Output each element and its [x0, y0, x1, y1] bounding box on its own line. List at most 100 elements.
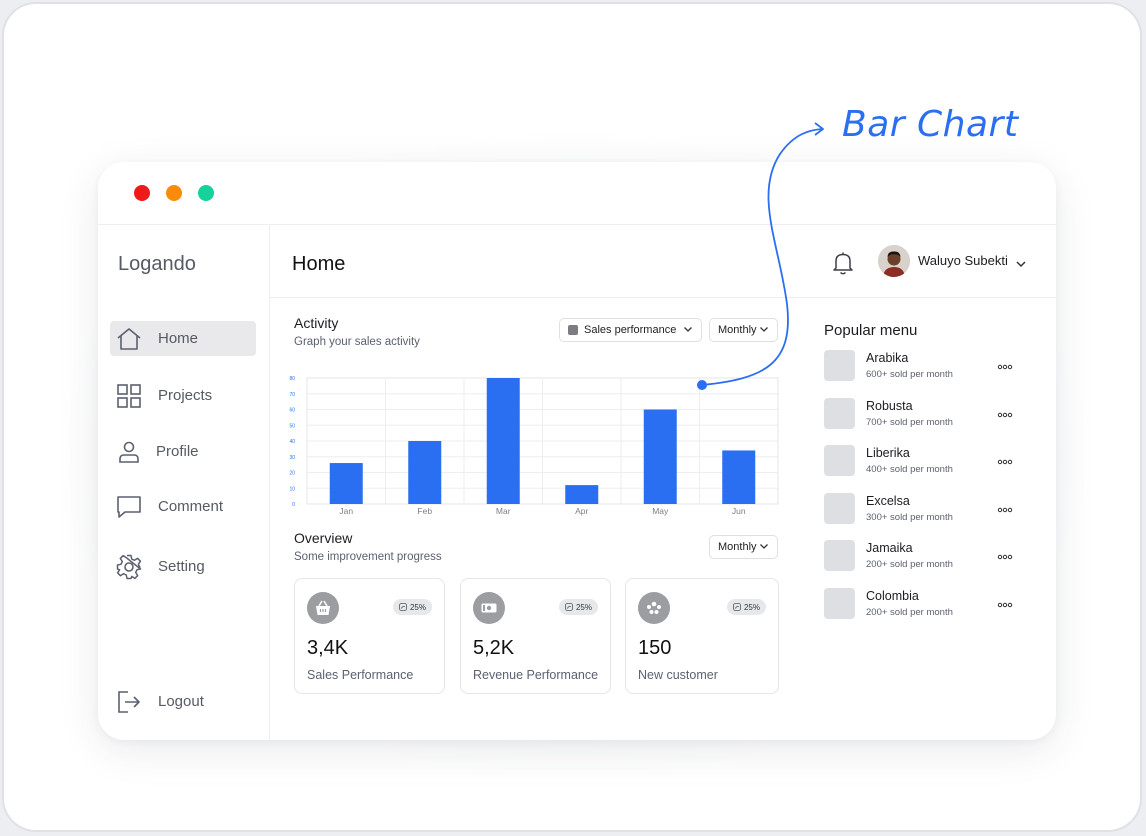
sidebar-item-label: Projects — [158, 387, 213, 404]
bell-icon[interactable] — [830, 250, 856, 276]
annotation-arrow — [697, 122, 824, 390]
menu-item-name: Jamaika — [866, 541, 913, 555]
series-swatch — [568, 325, 578, 335]
stat-value: 3,4K — [307, 637, 349, 659]
menu-item-sold: 200+ sold per month — [866, 559, 953, 570]
menu-item-image — [824, 350, 855, 381]
basket-icon — [307, 592, 339, 624]
list-item[interactable]: Robusta 700+ sold per month — [824, 397, 1024, 430]
menu-item-image — [824, 445, 855, 476]
stat-label: Revenue Performance — [473, 668, 599, 682]
menu-item-sold: 300+ sold per month — [866, 511, 953, 523]
stat-value: 5,2K — [473, 637, 515, 659]
bar-jun — [722, 450, 756, 504]
zoom-window-dot[interactable] — [198, 185, 214, 201]
growth-badge: 25% — [558, 599, 598, 615]
sidebar-item-label: Profile — [156, 443, 199, 460]
more-options-icon[interactable] — [996, 549, 1014, 560]
y-tick-label: 20 — [289, 471, 295, 477]
popular-menu-title: Popular menu — [824, 322, 918, 339]
grid-icon — [116, 383, 142, 409]
close-window-dot[interactable] — [134, 185, 150, 201]
sidebar-item-comment[interactable]: Comment — [110, 489, 256, 524]
activity-title: Activity — [294, 315, 339, 331]
list-item[interactable]: Colombia 200+ sold per month — [824, 587, 1024, 620]
money-icon — [473, 592, 505, 624]
chevron-down-icon — [759, 541, 769, 553]
chevron-down-icon[interactable] — [1015, 255, 1027, 273]
activity-bar-chart: 0 10 20 30 40 50 60 70 80 Jan Feb Mar Apr May Jun — [289, 376, 779, 516]
y-tick-label: 10 — [289, 486, 295, 492]
menu-item-name: Colombia — [866, 588, 919, 603]
top-bar: Home Waluyo Subekti — [270, 225, 1056, 298]
stat-value: 150 — [638, 637, 672, 659]
y-tick-label: 50 — [289, 423, 295, 429]
bar-may — [643, 409, 677, 504]
growth-badge: 25% — [392, 599, 432, 615]
series-select[interactable]: Sales performance — [559, 318, 702, 342]
sidebar-item-profile[interactable]: Profile — [110, 434, 256, 469]
chevron-down-icon — [683, 324, 693, 336]
sidebar-item-setting[interactable]: Setting — [110, 549, 256, 584]
y-tick-label: 30 — [289, 455, 295, 461]
bar-apr — [565, 485, 599, 504]
more-options-icon[interactable] — [996, 502, 1014, 512]
x-tick-label: Jun — [732, 506, 746, 516]
activity-period-select[interactable]: Monthly — [709, 318, 778, 342]
menu-item-image — [824, 397, 855, 429]
stat-label: New customer — [638, 668, 718, 682]
more-options-icon[interactable] — [996, 454, 1014, 465]
people-icon — [638, 592, 670, 624]
menu-item-name: Robusta — [866, 398, 913, 413]
logout-button[interactable]: Logout — [110, 684, 256, 719]
overview-period-select[interactable]: Monthly — [709, 535, 778, 559]
trend-icon — [399, 603, 407, 611]
list-item[interactable]: Excelsa 300+ sold per month — [824, 492, 1024, 525]
y-tick-label: 80 — [289, 376, 295, 382]
trend-icon — [733, 603, 741, 611]
user-icon — [116, 439, 142, 465]
menu-item-name: Liberika — [866, 446, 910, 460]
more-options-icon[interactable] — [996, 597, 1014, 607]
menu-item-image — [824, 587, 855, 619]
avatar[interactable] — [878, 245, 910, 277]
y-tick-label: 70 — [289, 392, 295, 398]
stat-card-customer[interactable]: 25% 150 New customer — [625, 578, 779, 694]
minimize-window-dot[interactable] — [166, 185, 182, 201]
sidebar-item-projects[interactable]: Projects — [110, 378, 256, 413]
stat-label: Sales Performance — [307, 668, 414, 682]
stat-card-sales[interactable]: 25% 3,4K Sales Performance — [294, 578, 445, 694]
period-select-value: Monthly — [718, 324, 757, 336]
x-tick-label: Mar — [496, 506, 511, 516]
list-item[interactable]: Jamaika 200+ sold per month — [824, 540, 1024, 572]
page-title: Home — [292, 253, 346, 275]
sidebar-item-label: Comment — [158, 498, 224, 515]
activity-subtitle: Graph your sales activity — [294, 336, 420, 348]
y-tick-label: 60 — [289, 408, 295, 414]
more-options-icon[interactable] — [996, 359, 1014, 370]
comment-icon — [116, 494, 142, 520]
annotation-curve — [701, 128, 823, 386]
series-select-value: Sales performance — [584, 324, 677, 336]
more-options-icon[interactable] — [996, 407, 1014, 417]
bar-feb — [408, 441, 442, 504]
growth-value: 25% — [743, 602, 760, 612]
growth-value: 25% — [409, 602, 426, 612]
trend-icon — [565, 603, 573, 611]
logout-icon — [116, 689, 142, 715]
growth-value: 25% — [575, 602, 592, 612]
stat-card-revenue[interactable]: 25% 5,2K Revenue Performance — [460, 578, 611, 694]
y-tick-label: 0 — [292, 502, 295, 508]
list-item[interactable]: Liberika 400+ sold per month — [824, 445, 1024, 477]
user-name[interactable]: Waluyo Subekti — [918, 253, 1008, 268]
growth-badge: 25% — [726, 599, 766, 615]
list-item[interactable]: Arabika 600+ sold per month — [824, 350, 1024, 382]
menu-item-sold: 400+ sold per month — [866, 464, 953, 475]
bar-jan — [329, 463, 363, 504]
sidebar-item-home[interactable]: Home — [110, 321, 256, 356]
x-tick-label: Jan — [339, 506, 353, 516]
period-select-value: Monthly — [718, 541, 757, 553]
logout-label: Logout — [158, 693, 204, 710]
annotation-label: Bar Chart — [842, 104, 1019, 145]
arrow-head-icon — [814, 122, 824, 136]
